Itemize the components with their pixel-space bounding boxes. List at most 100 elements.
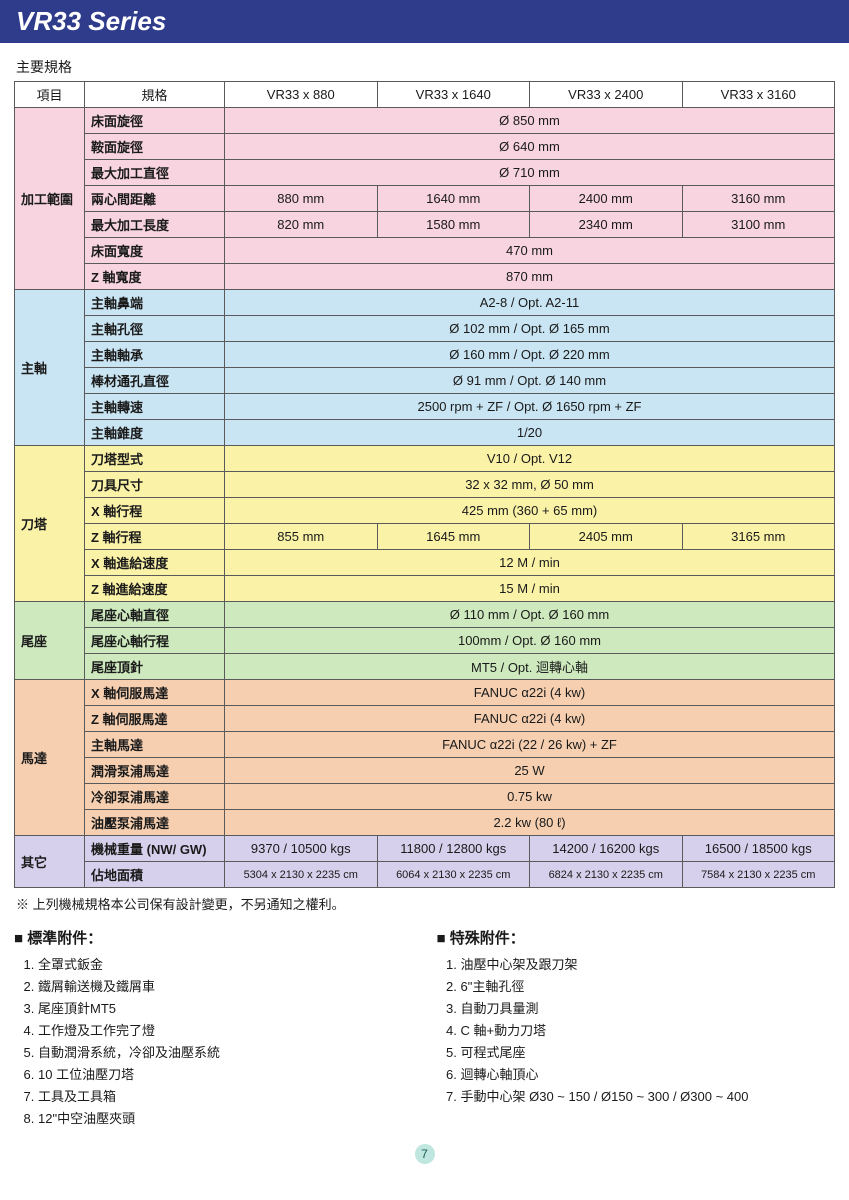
spec-label: 潤滑泵浦馬達	[85, 758, 225, 784]
content: 主要規格 項目規格VR33 x 880VR33 x 1640VR33 x 240…	[0, 43, 849, 1180]
special-list: 油壓中心架及跟刀架6"主軸孔徑自動刀具量測C 軸+動力刀塔可程式尾座迴轉心軸頂心…	[437, 954, 836, 1105]
spec-value: 5304 x 2130 x 2235 cm	[225, 862, 378, 888]
category-cell: 馬達	[15, 680, 85, 836]
list-item: 自動潤滑系統，冷卻及油壓系統	[38, 1042, 413, 1061]
list-item: 油壓中心架及跟刀架	[461, 954, 836, 973]
list-item: 手動中心架 Ø30 ~ 150 / Ø150 ~ 300 / Ø300 ~ 40…	[461, 1086, 836, 1105]
list-item: 鐵屑輸送機及鐵屑車	[38, 976, 413, 995]
spec-label: X 軸伺服馬達	[85, 680, 225, 706]
spec-value: 14200 / 16200 kgs	[530, 836, 683, 862]
spec-label: 尾座頂針	[85, 654, 225, 680]
spec-label: Z 軸進給速度	[85, 576, 225, 602]
spec-value: 9370 / 10500 kgs	[225, 836, 378, 862]
spec-value: 15 M / min	[225, 576, 835, 602]
spec-value: 820 mm	[225, 212, 378, 238]
list-item: 12"中空油壓夾頭	[38, 1108, 413, 1127]
spec-label: 主軸轉速	[85, 394, 225, 420]
spec-label: 鞍面旋徑	[85, 134, 225, 160]
list-item: 尾座頂針MT5	[38, 998, 413, 1017]
list-item: 全罩式鈑金	[38, 954, 413, 973]
spec-value: Ø 160 mm / Opt. Ø 220 mm	[225, 342, 835, 368]
standard-list: 全罩式鈑金鐵屑輸送機及鐵屑車尾座頂針MT5工作燈及工作完了燈自動潤滑系統，冷卻及…	[14, 954, 413, 1127]
spec-label: 尾座心軸行程	[85, 628, 225, 654]
spec-value: 6824 x 2130 x 2235 cm	[530, 862, 683, 888]
spec-label: 主軸孔徑	[85, 316, 225, 342]
spec-value: 25 W	[225, 758, 835, 784]
spec-value: 0.75 kw	[225, 784, 835, 810]
spec-value: 3100 mm	[682, 212, 835, 238]
spec-label: 主軸鼻端	[85, 290, 225, 316]
spec-value: 6064 x 2130 x 2235 cm	[377, 862, 530, 888]
spec-value: 870 mm	[225, 264, 835, 290]
spec-value: 100mm / Opt. Ø 160 mm	[225, 628, 835, 654]
spec-value: FANUC α22i (22 / 26 kw) + ZF	[225, 732, 835, 758]
spec-value: Ø 640 mm	[225, 134, 835, 160]
spec-label: 刀塔型式	[85, 446, 225, 472]
spec-table: 項目規格VR33 x 880VR33 x 1640VR33 x 2400VR33…	[14, 81, 835, 888]
spec-value: 2500 rpm + ZF / Opt. Ø 1650 rpm + ZF	[225, 394, 835, 420]
col-header: VR33 x 3160	[682, 82, 835, 108]
list-item: 10 工位油壓刀塔	[38, 1064, 413, 1083]
spec-label: Z 軸伺服馬達	[85, 706, 225, 732]
spec-label: Z 軸寬度	[85, 264, 225, 290]
spec-value: 470 mm	[225, 238, 835, 264]
spec-label: 棒材通孔直徑	[85, 368, 225, 394]
category-cell: 加工範圍	[15, 108, 85, 290]
spec-value: 3165 mm	[682, 524, 835, 550]
spec-value: 2400 mm	[530, 186, 683, 212]
page-number-wrap: 7	[14, 1144, 835, 1164]
spec-value: 1640 mm	[377, 186, 530, 212]
list-item: C 軸+動力刀塔	[461, 1020, 836, 1039]
title-bar: VR33 Series	[0, 0, 849, 43]
spec-label: 冷卻泵浦馬達	[85, 784, 225, 810]
spec-value: 11800 / 12800 kgs	[377, 836, 530, 862]
spec-value: 2405 mm	[530, 524, 683, 550]
spec-value: 1/20	[225, 420, 835, 446]
page-title: VR33 Series	[16, 6, 166, 36]
spec-label: X 軸進給速度	[85, 550, 225, 576]
spec-label: 油壓泵浦馬達	[85, 810, 225, 836]
spec-value: 16500 / 18500 kgs	[682, 836, 835, 862]
special-title: 特殊附件：	[437, 927, 836, 948]
spec-label: 床面旋徑	[85, 108, 225, 134]
category-cell: 刀塔	[15, 446, 85, 602]
standard-title: 標準附件：	[14, 927, 413, 948]
spec-label: 刀具尺寸	[85, 472, 225, 498]
spec-value: 7584 x 2130 x 2235 cm	[682, 862, 835, 888]
spec-value: 3160 mm	[682, 186, 835, 212]
spec-label: X 軸行程	[85, 498, 225, 524]
list-item: 自動刀具量測	[461, 998, 836, 1017]
category-cell: 尾座	[15, 602, 85, 680]
spec-value: V10 / Opt. V12	[225, 446, 835, 472]
list-item: 工具及工具箱	[38, 1086, 413, 1105]
spec-label: 兩心間距離	[85, 186, 225, 212]
spec-value: Ø 850 mm	[225, 108, 835, 134]
col-header: 規格	[85, 82, 225, 108]
spec-label: 主軸馬達	[85, 732, 225, 758]
spec-value: A2-8 / Opt. A2-11	[225, 290, 835, 316]
spec-value: 32 x 32 mm, Ø 50 mm	[225, 472, 835, 498]
spec-value: 425 mm (360 + 65 mm)	[225, 498, 835, 524]
spec-label: 尾座心軸直徑	[85, 602, 225, 628]
page-number-badge: 7	[415, 1144, 435, 1164]
spec-value: 855 mm	[225, 524, 378, 550]
spec-value: 2340 mm	[530, 212, 683, 238]
spec-value: Ø 102 mm / Opt. Ø 165 mm	[225, 316, 835, 342]
special-accessories: 特殊附件： 油壓中心架及跟刀架6"主軸孔徑自動刀具量測C 軸+動力刀塔可程式尾座…	[437, 927, 836, 1130]
section-label: 主要規格	[16, 57, 835, 77]
spec-label: 機械重量 (NW/ GW)	[85, 836, 225, 862]
category-cell: 主軸	[15, 290, 85, 446]
spec-value: 2.2 kw (80 ℓ)	[225, 810, 835, 836]
spec-label: 最大加工直徑	[85, 160, 225, 186]
spec-value: MT5 / Opt. 迴轉心軸	[225, 654, 835, 680]
list-item: 迴轉心軸頂心	[461, 1064, 836, 1083]
standard-accessories: 標準附件： 全罩式鈑金鐵屑輸送機及鐵屑車尾座頂針MT5工作燈及工作完了燈自動潤滑…	[14, 927, 413, 1130]
col-header: VR33 x 880	[225, 82, 378, 108]
spec-value: Ø 710 mm	[225, 160, 835, 186]
spec-value: Ø 110 mm / Opt. Ø 160 mm	[225, 602, 835, 628]
spec-value: 880 mm	[225, 186, 378, 212]
spec-value: FANUC α22i (4 kw)	[225, 706, 835, 732]
spec-value: FANUC α22i (4 kw)	[225, 680, 835, 706]
col-header: VR33 x 1640	[377, 82, 530, 108]
spec-value: 1645 mm	[377, 524, 530, 550]
